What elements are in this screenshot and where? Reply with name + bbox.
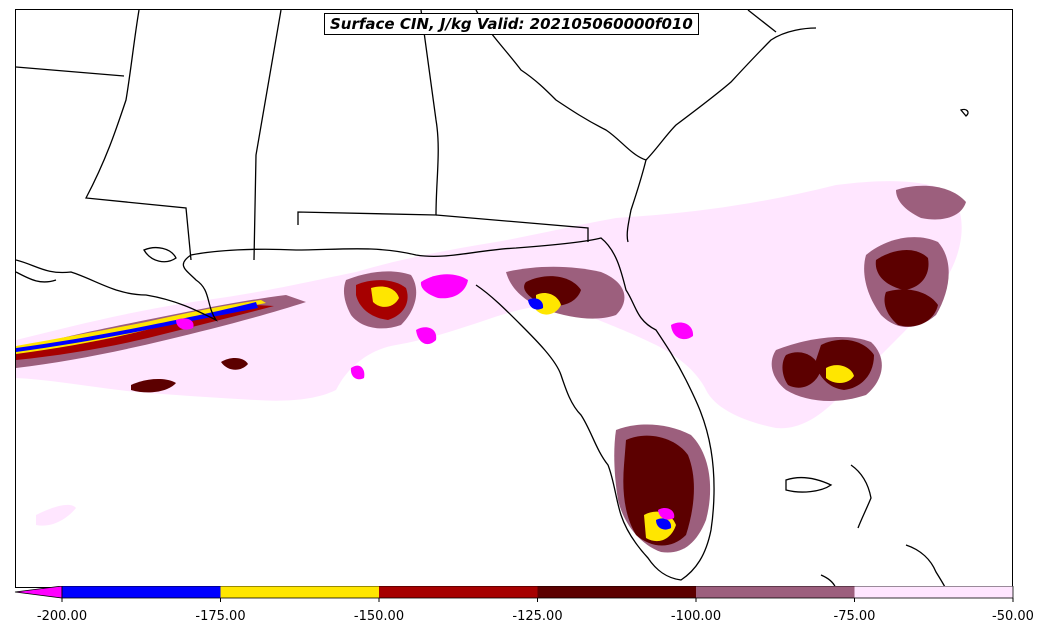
cin-area-darkred — [623, 435, 694, 546]
cin-area-pale — [16, 181, 962, 429]
cin-area-blue — [16, 302, 258, 352]
coastline — [16, 271, 57, 283]
cin-area-darkred — [782, 352, 821, 388]
colorbar-tick-label: -150.00 — [353, 609, 405, 624]
island — [905, 544, 946, 587]
cin-area-darkred — [221, 358, 248, 370]
cin-area-darkred — [884, 289, 938, 327]
colorbar-extend-triangle — [14, 586, 63, 599]
island — [959, 108, 969, 117]
cin-area-magenta — [416, 327, 437, 345]
cin-area-magenta — [671, 322, 694, 340]
state-border — [297, 10, 439, 225]
cin-area-red — [16, 305, 274, 360]
colorbar-bin — [379, 586, 538, 598]
coastline — [626, 159, 647, 243]
cin-area-yellow — [826, 365, 854, 384]
cin-area-pale — [36, 504, 76, 526]
cin-area-yellow — [536, 293, 561, 315]
colorbar-bin — [220, 586, 379, 598]
cin-area-mauve — [896, 185, 966, 220]
cin-map — [16, 10, 969, 587]
colorbar-tick-label: -100.00 — [670, 609, 722, 624]
cin-shading — [16, 181, 966, 553]
cin-area-magenta — [176, 318, 194, 330]
colorbar-tick-label: -75.00 — [833, 609, 876, 624]
island — [820, 574, 836, 587]
cin-area-magenta — [658, 507, 675, 520]
colorbar-bin — [62, 586, 221, 598]
cin-area-blue — [528, 298, 544, 310]
colorbar-bin — [696, 586, 855, 598]
coastline — [16, 237, 715, 581]
state-border — [253, 10, 282, 261]
state-border — [435, 214, 589, 242]
coastline — [143, 247, 177, 263]
colorbar-bin — [537, 586, 696, 598]
colorbar-tick-label: -200.00 — [36, 609, 88, 624]
state-border — [84, 10, 192, 261]
colorbar-tick-label: -175.00 — [195, 609, 246, 624]
colorbar-tick-label: -125.00 — [512, 609, 563, 624]
cin-area-darkred — [131, 379, 176, 393]
state-border — [747, 10, 777, 33]
map-panel — [15, 9, 1013, 588]
geographic-boundaries — [16, 10, 969, 587]
cin-area-blue — [656, 518, 672, 530]
colorbar — [14, 586, 1014, 602]
map-title: Surface CIN, J/kg Valid: 202105060000f01… — [324, 13, 699, 35]
cin-area-magenta — [350, 365, 365, 380]
colorbar-tick-label: -50.00 — [992, 609, 1034, 624]
colorbar-bin — [854, 586, 1013, 598]
state-border — [16, 66, 125, 77]
island — [850, 464, 872, 529]
island — [785, 476, 833, 493]
cin-area-magenta — [420, 274, 468, 299]
cin-area-darkred — [875, 249, 929, 290]
cin-area-yellow — [371, 286, 399, 307]
